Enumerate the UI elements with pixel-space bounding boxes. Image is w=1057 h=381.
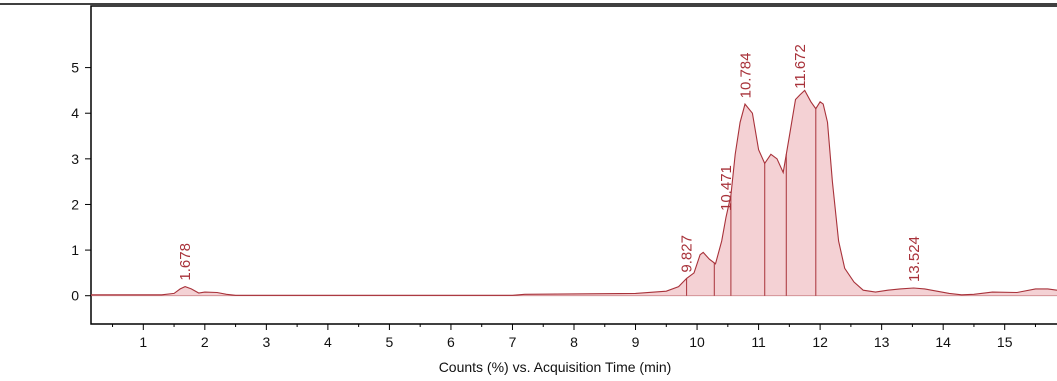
y-tick-label: 2 bbox=[71, 196, 79, 212]
peak-label: 9.827 bbox=[678, 235, 695, 273]
x-tick-label: 13 bbox=[874, 334, 890, 350]
y-axis: 0 1 2 3 4 5 bbox=[71, 60, 91, 304]
y-tick-label: 1 bbox=[71, 242, 79, 258]
x-tick-label: 10 bbox=[689, 334, 705, 350]
x-tick-label: 12 bbox=[812, 334, 828, 350]
y-tick-label: 4 bbox=[71, 105, 79, 121]
peak-label: 10.471 bbox=[718, 165, 735, 211]
x-tick-label: 6 bbox=[447, 334, 455, 350]
x-tick-label: 15 bbox=[997, 334, 1013, 350]
y-tick-label: 0 bbox=[71, 288, 79, 304]
x-tick-label: 11 bbox=[751, 334, 766, 350]
plot-frame bbox=[90, 5, 1057, 325]
peak-label: 10.784 bbox=[737, 53, 754, 99]
x-tick-label: 14 bbox=[935, 334, 951, 350]
peak-label: 1.678 bbox=[177, 243, 194, 281]
trace-line bbox=[91, 89, 1057, 296]
x-tick-label: 5 bbox=[386, 334, 394, 350]
x-axis-title: Counts (%) vs. Acquisition Time (min) bbox=[439, 359, 672, 375]
peak-label: 11.672 bbox=[792, 44, 809, 89]
y-tick-label: 5 bbox=[71, 60, 79, 76]
x-tick-label: 7 bbox=[509, 334, 517, 350]
peak-label: 13.524 bbox=[906, 236, 923, 282]
x-tick-label: 3 bbox=[262, 334, 270, 350]
peak-label-group: 1.678 9.827 10.471 10.784 11.672 13.524 bbox=[177, 44, 923, 282]
integration-split-group bbox=[686, 108, 817, 296]
x-tick-label: 1 bbox=[139, 334, 147, 350]
x-tick-label: 2 bbox=[201, 334, 209, 350]
x-axis: 1 2 3 4 5 6 7 8 9 10 11 12 13 14 15 bbox=[112, 324, 1036, 350]
x-tick-label: 9 bbox=[632, 334, 640, 350]
x-tick-label: 8 bbox=[570, 334, 578, 350]
x-tick-label: 4 bbox=[324, 334, 332, 350]
y-tick-label: 3 bbox=[71, 151, 79, 167]
